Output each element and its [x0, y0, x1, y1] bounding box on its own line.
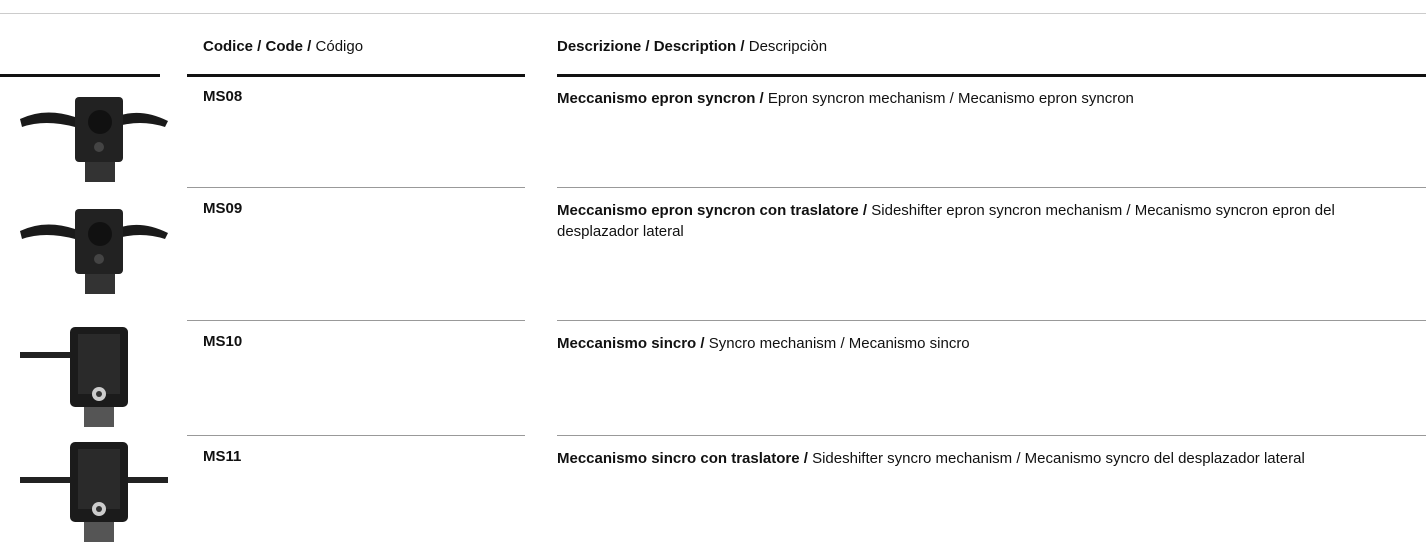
header-bold: Descrizione / Description / — [557, 38, 745, 55]
description-normal: Sideshifter epron syncron mechanism / Me… — [557, 202, 1335, 240]
header-normal: Código — [315, 38, 364, 55]
row-rule — [187, 435, 525, 436]
product-image — [20, 327, 128, 427]
description-normal: Sideshifter syncro mechanism / Mecanismo… — [812, 450, 1305, 467]
product-image — [20, 209, 168, 294]
product-code: MS11 — [203, 448, 242, 465]
description-bold: Meccanismo epron syncron con traslatore … — [557, 202, 868, 219]
product-description: Meccanismo epron syncron con traslatore … — [557, 200, 1407, 242]
description-bold: Meccanismo sincro con traslatore / — [557, 450, 808, 467]
row-rule — [557, 435, 1426, 436]
description-bold: Meccanismo epron syncron / — [557, 90, 764, 107]
description-normal: Epron syncron mechanism / Mecanismo epro… — [767, 90, 1134, 107]
header-rule — [557, 74, 1426, 77]
product-description: Meccanismo sincro con traslatore / Sides… — [557, 448, 1407, 469]
row-rule — [557, 187, 1426, 188]
description-bold: Meccanismo sincro / — [557, 335, 705, 352]
description-normal: Syncro mechanism / Mecanismo sincro — [708, 335, 970, 352]
product-code: MS08 — [203, 88, 243, 105]
row-rule — [557, 320, 1426, 321]
header-rule — [0, 74, 160, 77]
product-code: MS10 — [203, 333, 243, 350]
product-image — [20, 442, 168, 542]
row-rule — [187, 187, 525, 188]
header-normal: Descripciòn — [748, 38, 828, 55]
desc-header: Descrizione / Description / Descripciòn — [557, 38, 827, 55]
header-rule — [187, 74, 525, 77]
code-header: Codice / Code / Código — [203, 38, 363, 55]
row-rule — [187, 320, 525, 321]
top-rule — [0, 13, 1426, 14]
product-description: Meccanismo epron syncron / Epron syncron… — [557, 88, 1407, 109]
product-image — [20, 97, 168, 182]
product-code: MS09 — [203, 200, 243, 217]
product-description: Meccanismo sincro / Syncro mechanism / M… — [557, 333, 1407, 354]
header-bold: Codice / Code / — [203, 38, 312, 55]
